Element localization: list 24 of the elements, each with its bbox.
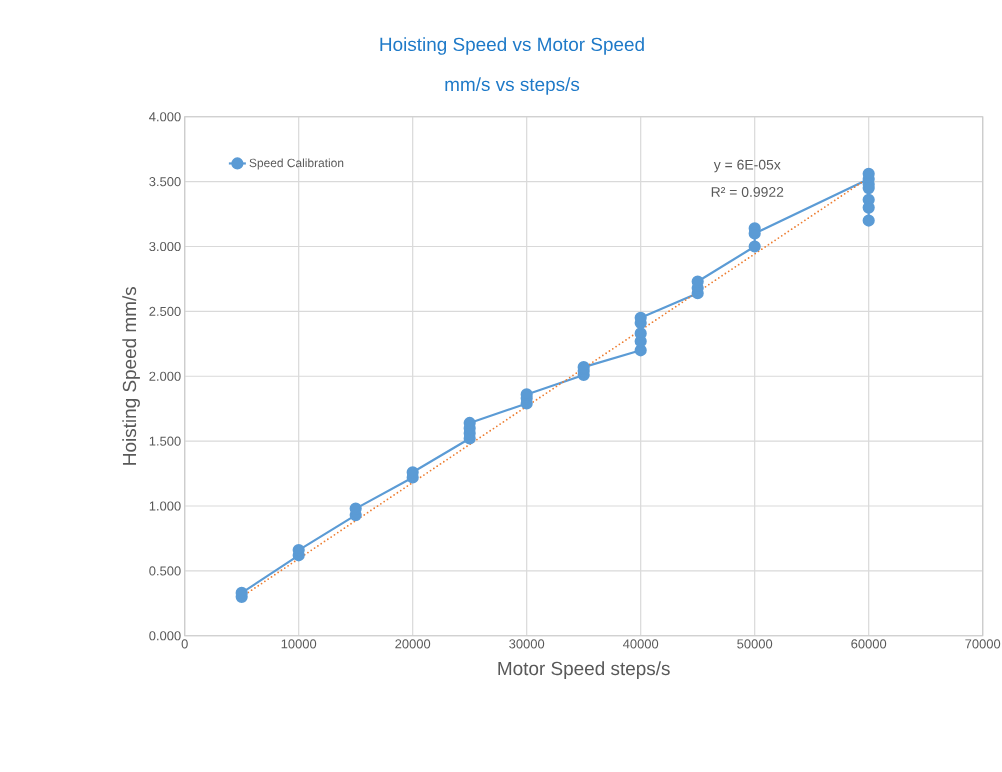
chart-subtitle: mm/s vs steps/s: [445, 77, 580, 95]
y-tick-label: 4.000: [149, 112, 181, 122]
x-tick-label: 50000: [737, 639, 773, 649]
annotation: y = 6E-05x: [713, 159, 781, 173]
chart-title: Hoisting Speed vs Motor Speed: [380, 37, 644, 55]
x-tick-label: 0: [181, 639, 188, 649]
annotation: R² = 0.9922: [711, 187, 784, 197]
y-tick-label: 3.500: [149, 177, 181, 187]
y-tick-label: 2.000: [149, 371, 181, 381]
y-tick-label: 1.500: [149, 436, 181, 446]
y-tick-label: 3.000: [149, 241, 181, 252]
legend-label: Speed Calibration: [249, 158, 344, 170]
x-axis-title: Motor Speed steps/s: [498, 661, 670, 679]
y-tick-label: 2.500: [149, 306, 181, 316]
x-tick-label: 70000: [965, 639, 1001, 649]
x-tick-label: 10000: [281, 639, 317, 649]
x-tick-label: 20000: [395, 639, 431, 649]
y-tick-label: 0.500: [149, 566, 181, 576]
y-tick-label: 1.000: [149, 501, 181, 511]
y-axis-title: Hoisting Speed mm/s: [122, 287, 140, 465]
x-tick-label: 30000: [509, 639, 545, 649]
y-tick-label: 0.000: [149, 631, 181, 641]
x-tick-label: 60000: [851, 639, 887, 649]
x-tick-label: 40000: [622, 639, 659, 649]
